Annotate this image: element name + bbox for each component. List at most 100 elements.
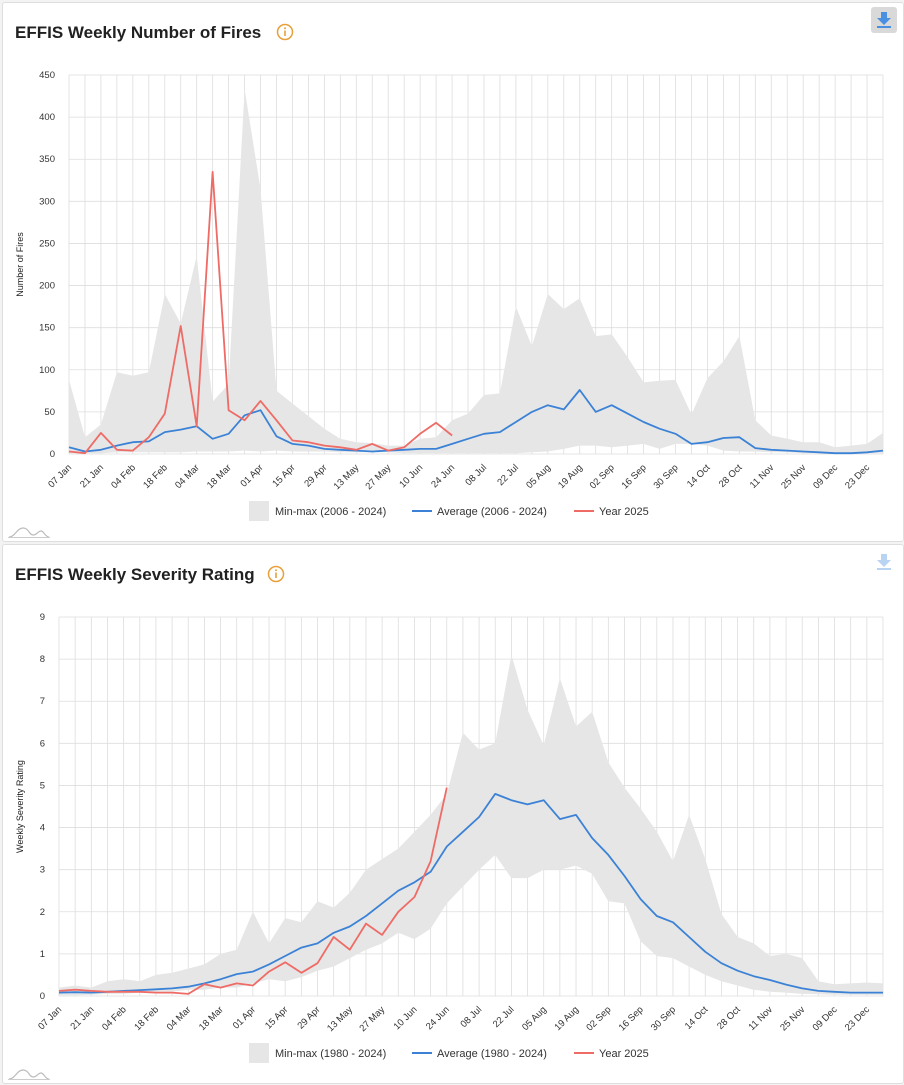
x-tick-label: 23 Dec: [843, 1004, 872, 1033]
legend-label-year: Year 2025: [599, 506, 649, 518]
y-tick-label: 2: [40, 907, 45, 918]
legend-label-average: Average (1980 - 2024): [437, 1048, 547, 1060]
x-tick-label: 18 Feb: [132, 1004, 161, 1033]
y-tick-label: 1: [40, 949, 45, 960]
x-tick-label: 09 Dec: [811, 1004, 840, 1033]
y-tick-label: 3: [40, 865, 45, 876]
x-tick-label: 30 Sep: [649, 1004, 678, 1033]
x-tick-label: 15 Apr: [270, 462, 297, 489]
y-tick-label: 200: [39, 281, 55, 292]
y-tick-label: 5: [40, 780, 45, 791]
x-tick-label: 25 Nov: [779, 462, 808, 491]
y-tick-label: 250: [39, 238, 55, 249]
panel-title: EFFIS Weekly Number of Fires: [15, 23, 262, 42]
year-2025-line: [68, 170, 453, 455]
x-tick-label: 18 Feb: [141, 462, 170, 491]
fires-chart-panel: EFFIS Weekly Number of Fires 0 50 100 150 20…: [2, 2, 904, 542]
x-tick-label: 24 Jun: [424, 1004, 452, 1032]
y-axis-label: Weekly Severity Rating: [15, 760, 25, 853]
x-tick-label: 27 May: [364, 462, 394, 492]
x-tick-label: 13 May: [325, 1004, 355, 1034]
info-icon[interactable]: [276, 23, 294, 41]
x-tick-label: 29 Apr: [302, 462, 329, 489]
y-tick-label: 8: [40, 654, 45, 665]
download-icon: [877, 554, 891, 570]
info-icon[interactable]: [267, 565, 285, 583]
x-tick-label: 07 Jan: [36, 1004, 64, 1032]
legend-label-average: Average (2006 - 2024): [437, 506, 547, 518]
x-tick-label: 04 Mar: [165, 1004, 194, 1033]
x-tick-label: 10 Jun: [392, 1004, 420, 1032]
x-tick-label: 13 May: [332, 462, 362, 492]
minmax-band: [69, 89, 883, 454]
x-tick-label: 19 Aug: [556, 462, 585, 491]
y-tick-label: 50: [44, 407, 55, 418]
chart-logo: [8, 1069, 50, 1080]
download-icon: [877, 12, 891, 28]
x-tick-label: 04 Feb: [100, 1004, 129, 1033]
x-tick-label: 14 Oct: [683, 1004, 711, 1032]
x-tick-label: 24 Jun: [429, 462, 457, 490]
y-tick-label: 9: [40, 612, 45, 623]
y-tick-label: 0: [50, 449, 55, 460]
x-tick-label: 08 Jul: [463, 462, 489, 488]
download-button[interactable]: [871, 7, 897, 33]
x-tick-label: 01 Apr: [231, 1004, 258, 1031]
x-tick-label: 02 Sep: [584, 1004, 613, 1033]
y-tick-label: 4: [40, 823, 45, 834]
year-2025-line: [58, 787, 448, 995]
y-tick-label: 0: [40, 991, 45, 1002]
x-tick-label: 04 Feb: [109, 462, 138, 491]
x-tick-label: 21 Jan: [78, 462, 106, 490]
x-tick-label: 29 Apr: [295, 1004, 322, 1031]
x-tick-label: 11 Nov: [748, 462, 777, 491]
legend-swatch-band: [249, 1043, 269, 1063]
x-tick-label: 09 Dec: [811, 462, 840, 491]
y-tick-label: 450: [39, 70, 55, 81]
legend-label-year: Year 2025: [599, 1048, 649, 1060]
y-tick-label: 6: [40, 738, 45, 749]
x-tick-label: 16 Sep: [620, 462, 649, 491]
x-tick-label: 10 Jun: [397, 462, 425, 490]
x-tick-label: 18 Mar: [197, 1004, 226, 1033]
x-tick-label: 28 Oct: [717, 462, 745, 490]
legend-swatch-band: [249, 501, 269, 521]
x-tick-label: 08 Jul: [458, 1004, 484, 1030]
x-tick-label: 28 Oct: [715, 1004, 743, 1032]
legend-label-band: Min-max (1980 - 2024): [275, 1048, 386, 1060]
x-tick-label: 27 May: [357, 1004, 387, 1034]
x-tick-label: 05 Aug: [524, 462, 553, 491]
x-tick-label: 14 Oct: [685, 462, 713, 490]
x-tick-label: 22 Jul: [491, 1004, 517, 1030]
x-tick-label: 01 Apr: [238, 462, 265, 489]
x-tick-label: 16 Sep: [617, 1004, 646, 1033]
y-tick-label: 100: [39, 365, 55, 376]
x-tick-label: 11 Nov: [746, 1004, 775, 1033]
legend-label-band: Min-max (2006 - 2024): [275, 506, 386, 518]
y-tick-label: 7: [40, 696, 45, 707]
x-tick-label: 15 Apr: [263, 1004, 290, 1031]
y-tick-label: 400: [39, 112, 55, 123]
average-line: [58, 792, 883, 994]
severity-chart: 0 1 2 3 4 5 6 7 8 9 07 Jan 21 Jan 04 Feb 18 Feb 04 Mar…: [15, 612, 884, 1063]
x-tick-label: 23 Dec: [843, 462, 872, 491]
y-axis-label: Number of Fires: [15, 232, 25, 297]
x-tick-label: 05 Aug: [520, 1004, 549, 1033]
y-tick-label: 150: [39, 323, 55, 334]
x-tick-label: 25 Nov: [778, 1004, 807, 1033]
x-tick-label: 19 Aug: [552, 1004, 581, 1033]
x-tick-label: 18 Mar: [205, 462, 234, 491]
x-tick-label: 22 Jul: [495, 462, 521, 488]
x-tick-label: 30 Sep: [652, 462, 681, 491]
average-line: [68, 389, 884, 455]
y-tick-label: 300: [39, 196, 55, 207]
x-tick-label: 21 Jan: [68, 1004, 96, 1032]
panel-title: EFFIS Weekly Severity Rating: [15, 565, 255, 584]
y-tick-label: 350: [39, 154, 55, 165]
chart-logo: [8, 527, 50, 538]
x-tick-label: 07 Jan: [46, 462, 74, 490]
download-button[interactable]: [871, 549, 897, 575]
x-tick-label: 02 Sep: [588, 462, 617, 491]
x-tick-label: 04 Mar: [173, 462, 202, 491]
